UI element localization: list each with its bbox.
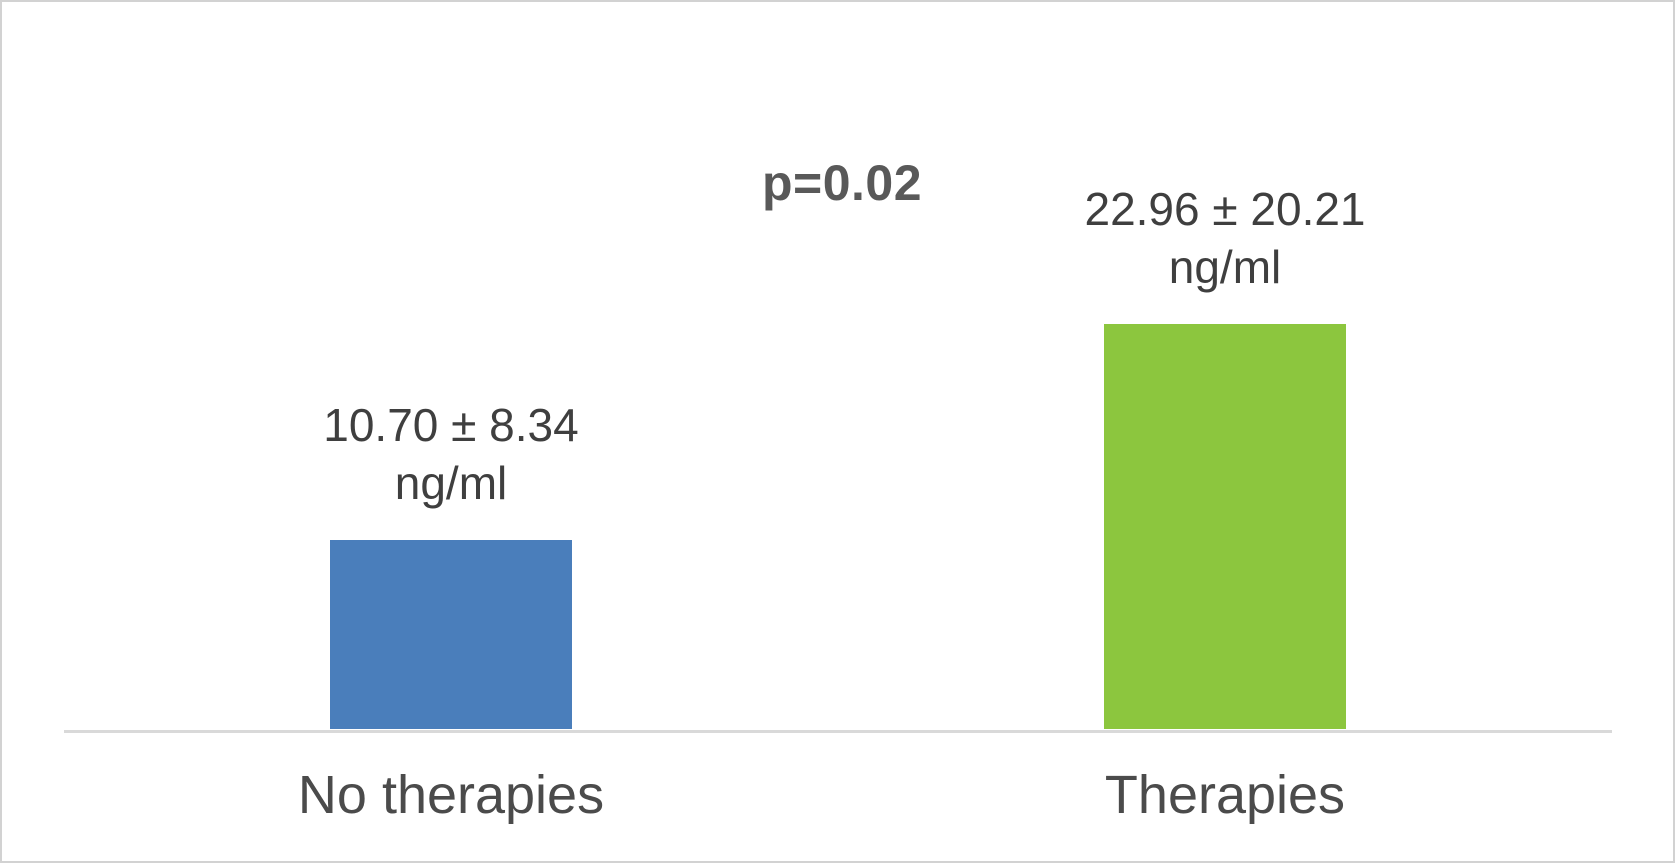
bar-value-label-therapies: 22.96 ± 20.21 ng/ml [975, 180, 1475, 296]
value-text: 22.96 ± 20.21 [1084, 183, 1366, 235]
bar-no-therapies [330, 540, 572, 729]
unit-text: ng/ml [394, 457, 508, 509]
p-value-annotation: p=0.02 [761, 155, 923, 211]
x-axis-line [64, 730, 1612, 733]
category-label-no-therapies: No therapies [297, 765, 605, 825]
value-text: 10.70 ± 8.34 [323, 399, 579, 451]
bar-therapies [1104, 324, 1346, 729]
unit-text: ng/ml [1168, 241, 1282, 293]
bar-value-label-no-therapies: 10.70 ± 8.34 ng/ml [201, 396, 701, 512]
category-label-therapies: Therapies [1104, 765, 1346, 825]
